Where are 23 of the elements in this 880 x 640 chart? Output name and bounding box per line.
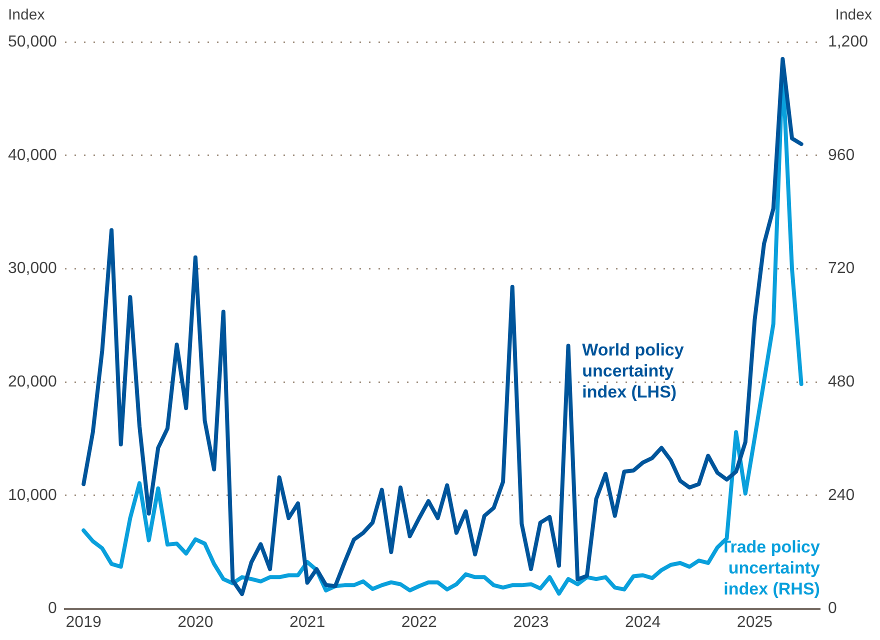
x-tick-label: 2025 (736, 614, 773, 631)
y-tick-label: 30,000 (8, 260, 58, 278)
y-tick-label: 0 (48, 600, 58, 618)
y2-tick-label: 0 (828, 600, 837, 618)
x-tick-label: 2024 (625, 614, 661, 631)
series-label: World policy uncertainty index (LHS) (582, 340, 684, 402)
x-tick-label: 2020 (178, 614, 214, 631)
x-tick-label: 2021 (289, 614, 326, 631)
y2-tick-label: 1,200 (828, 33, 868, 50)
y2-tick-label: 960 (828, 146, 855, 164)
x-tick-label: 2023 (513, 614, 549, 631)
series-label: Trade policy uncertainty index (RHS) (720, 537, 821, 598)
y-tick-label: 20,000 (8, 373, 58, 390)
x-tick-label: 2019 (66, 614, 102, 631)
y2-axis-title: Index (835, 6, 872, 24)
y-tick-label: 40,000 (8, 146, 58, 164)
y-tick-label: 10,000 (8, 486, 58, 504)
x-tick-label: 2022 (401, 614, 438, 631)
y2-tick-label: 720 (828, 260, 855, 278)
y-axis-title: Index (8, 6, 46, 24)
y2-tick-label: 240 (828, 486, 855, 504)
y2-tick-label: 480 (828, 373, 855, 390)
y-tick-label: 50,000 (8, 33, 58, 50)
